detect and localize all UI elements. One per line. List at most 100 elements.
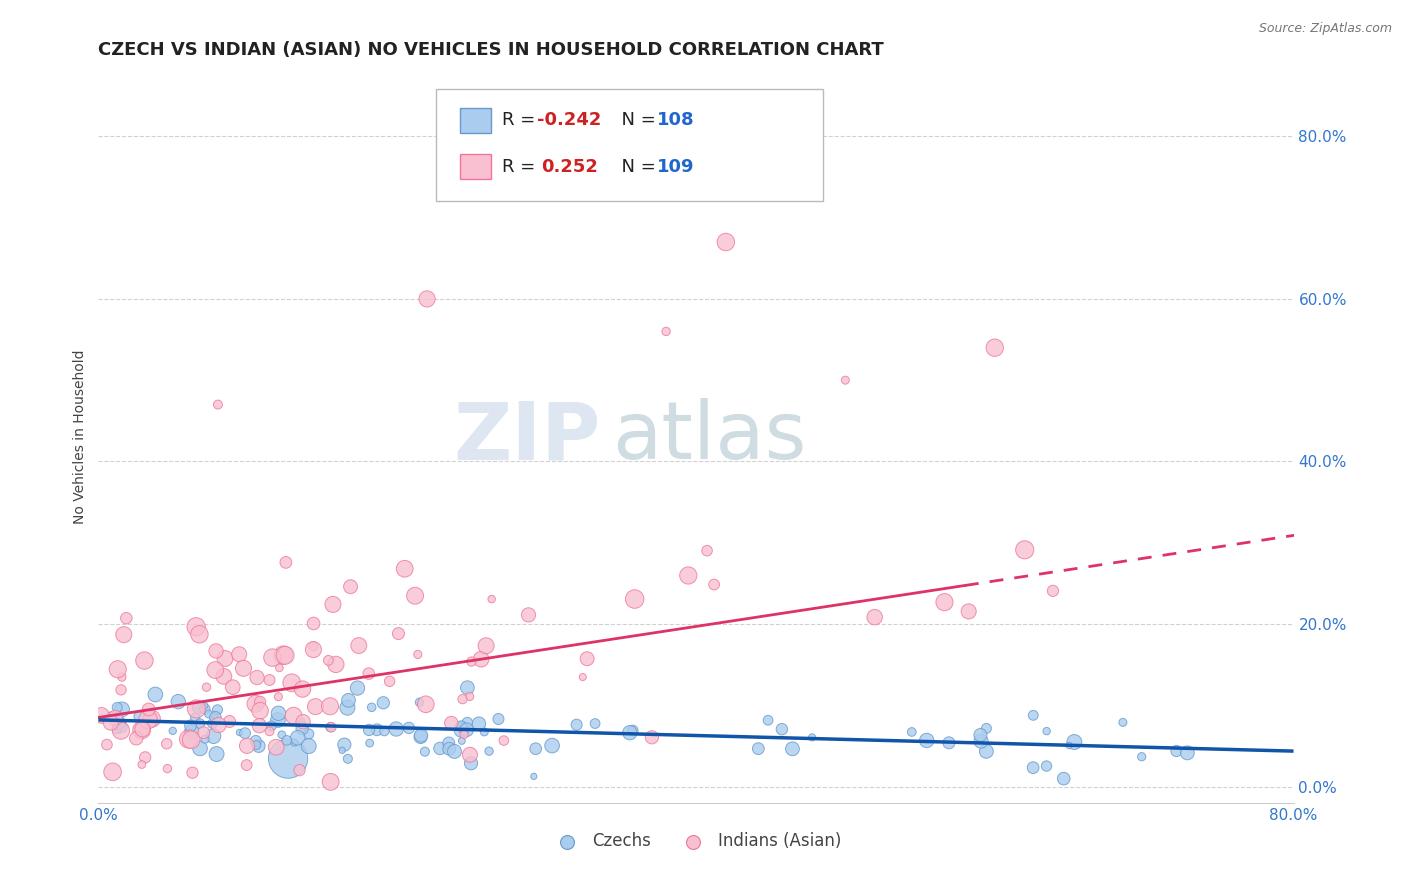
Point [517, 607, 540, 622]
Point [228, 647, 250, 661]
Point [131, 757, 153, 772]
Point [181, 765, 204, 780]
Point [357, 666, 380, 681]
Point [302, 616, 325, 631]
Point [678, 568, 700, 582]
Point [287, 731, 309, 745]
Point [302, 639, 325, 653]
Point [583, 716, 606, 731]
Point [283, 708, 305, 723]
Point [655, 325, 678, 339]
Point [456, 715, 478, 730]
Point [641, 731, 664, 745]
Point [188, 741, 211, 756]
Point [782, 741, 804, 756]
Text: atlas: atlas [613, 398, 807, 476]
Point [277, 751, 299, 765]
Point [141, 712, 163, 726]
Point [186, 702, 208, 716]
Point [336, 700, 359, 714]
Point [101, 764, 124, 779]
Point [957, 604, 980, 618]
Point [523, 769, 546, 783]
Point [125, 731, 148, 746]
Point [249, 719, 271, 733]
Point [249, 695, 271, 709]
Point [1112, 715, 1135, 730]
Point [481, 592, 503, 607]
Point [291, 681, 314, 696]
Point [298, 727, 321, 741]
Point [267, 713, 290, 727]
Point [274, 648, 297, 663]
Point [429, 741, 451, 756]
Point [304, 699, 326, 714]
Point [398, 721, 420, 735]
Point [202, 729, 225, 743]
Point [110, 720, 132, 734]
Legend: Czechs, Indians (Asian): Czechs, Indians (Asian) [544, 825, 848, 856]
Point [437, 736, 460, 750]
Point [1166, 744, 1188, 758]
Point [1053, 772, 1076, 786]
Point [283, 735, 305, 749]
Point [456, 681, 478, 695]
Point [770, 722, 793, 736]
Point [451, 692, 474, 706]
Point [415, 698, 437, 712]
Point [236, 739, 259, 753]
Point [194, 732, 217, 747]
Point [138, 702, 160, 716]
Point [339, 580, 361, 594]
Point [416, 292, 439, 306]
Point [302, 642, 325, 657]
Point [188, 716, 211, 731]
Point [207, 398, 229, 412]
Point [322, 598, 344, 612]
Point [177, 732, 200, 747]
Point [1035, 759, 1057, 773]
Point [270, 728, 292, 742]
Point [373, 696, 395, 710]
Point [214, 651, 236, 665]
Point [336, 752, 359, 766]
Point [409, 730, 432, 744]
Point [184, 710, 207, 724]
Point [201, 716, 224, 731]
Point [259, 673, 281, 687]
Text: CZECH VS INDIAN (ASIAN) NO VEHICLES IN HOUSEHOLD CORRELATION CHART: CZECH VS INDIAN (ASIAN) NO VEHICLES IN H… [98, 41, 884, 59]
Point [747, 741, 769, 756]
Point [373, 724, 395, 739]
Point [492, 733, 515, 747]
Point [291, 714, 314, 729]
Point [228, 725, 250, 739]
Point [107, 662, 129, 676]
Point [204, 663, 226, 677]
Point [204, 708, 226, 723]
Point [472, 725, 495, 739]
Point [571, 670, 593, 684]
Point [1175, 746, 1198, 760]
Text: 0.252: 0.252 [541, 158, 598, 176]
Point [249, 704, 271, 718]
Text: 108: 108 [657, 112, 695, 129]
Point [276, 733, 298, 747]
Point [346, 681, 368, 695]
Point [156, 737, 179, 751]
Point [1035, 724, 1057, 739]
Point [385, 722, 408, 736]
Point [233, 726, 256, 740]
Point [900, 725, 922, 739]
Point [134, 750, 156, 764]
Text: 109: 109 [657, 158, 695, 176]
Point [404, 589, 426, 603]
Point [156, 762, 179, 776]
Point [187, 700, 209, 714]
Point [247, 739, 270, 753]
Point [267, 690, 290, 704]
Point [246, 671, 269, 685]
Point [318, 653, 340, 667]
Point [235, 758, 257, 772]
Point [970, 734, 993, 748]
Point [1022, 761, 1045, 775]
